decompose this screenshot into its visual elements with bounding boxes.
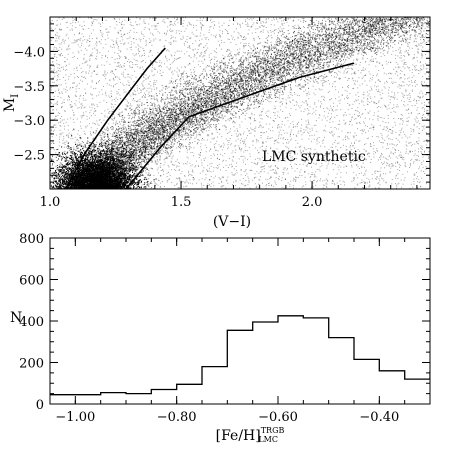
hist-x-axis-label: [Fe/H]TRGB LMC [216, 426, 285, 444]
cmd-axis-ticks: 1.0 1.5 2.0 −4.0 −3.5 −3.0 −2.5 [13, 16, 430, 210]
hist-x-tick-label: −0.80 [157, 410, 197, 425]
hist-y-tick-label: 200 [19, 357, 44, 372]
cmd-y-tick-label: −2.5 [13, 149, 45, 164]
cmd-x-tick-label: 2.0 [302, 195, 323, 210]
cmd-x-tick-label: 1.0 [40, 195, 61, 210]
cmd-y-tick-label: −3.5 [13, 80, 45, 95]
hist-x-tick-label: −0.60 [258, 410, 298, 425]
hist-y-tick-label: 400 [19, 315, 44, 330]
hist-x-tick-label: −1.00 [55, 410, 95, 425]
cmd-y-tick-label: −4.0 [13, 45, 45, 60]
hist-x-tick-label: −0.40 [359, 410, 399, 425]
hist-y-tick-label: 0 [36, 398, 44, 413]
cmd-y-label-sub: I [10, 94, 21, 98]
cmd-plot-frame [49, 16, 431, 190]
cmd-curve-1 [64, 47, 166, 189]
cmd-curve-2 [125, 62, 355, 189]
hist-x-label-sub: LMC [258, 435, 278, 444]
hist-step-line [50, 315, 430, 396]
hist-plot-frame [49, 237, 431, 405]
hist-x-label-sup: TRGB [261, 426, 285, 435]
cmd-panel: 1.0 1.5 2.0−4.0−3.5−3.0−2.5 LMC synthetic … [2, 16, 431, 230]
histogram-steps [50, 315, 430, 396]
cmd-curves [64, 47, 355, 189]
cmd-annotation: LMC synthetic [262, 149, 366, 165]
cmd-y-axis-label: MI [2, 94, 21, 112]
cmd-y-tick-label: −3.0 [13, 114, 45, 129]
hist-y-axis-label: N [10, 310, 22, 326]
cmd-x-tick-label: 1.5 [171, 195, 192, 210]
hist-y-tick-label: 600 [19, 274, 44, 289]
histogram-panel: −1.00 −0.80 −0.60 −0.40 0 200 400 600 800 N [Fe/… [10, 232, 431, 444]
hist-x-label-main: [Fe/H] [216, 428, 261, 444]
hist-axis-ticks: −1.00 −0.80 −0.60 −0.40 0 200 400 600 800 [19, 232, 431, 425]
cmd-y-label-main: M [2, 98, 18, 112]
cmd-x-axis-label: (V−I) [213, 214, 251, 230]
hist-y-tick-label: 800 [19, 232, 44, 247]
star-density-cloud [50, 17, 430, 189]
